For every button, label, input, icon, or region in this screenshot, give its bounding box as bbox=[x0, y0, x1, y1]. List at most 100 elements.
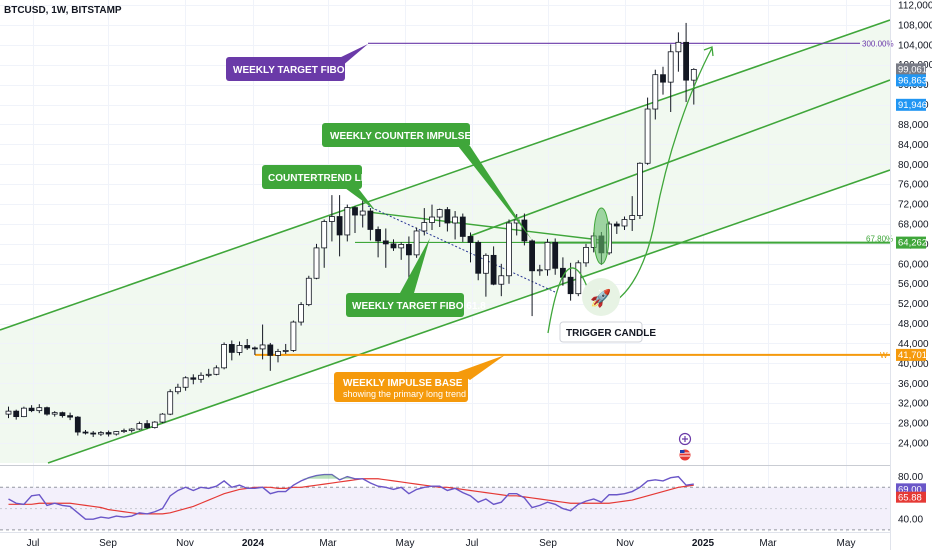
candle bbox=[536, 269, 543, 272]
price-tick-label: 40,000 bbox=[898, 359, 929, 370]
fibo618-label: WEEKLY TARGET FIBO 61.8 bbox=[352, 301, 486, 312]
candle bbox=[660, 74, 666, 83]
plus-circle-icon[interactable] bbox=[678, 432, 692, 446]
fibo300-callout[interactable]: WEEKLY TARGET FIBO 300 bbox=[226, 44, 368, 81]
candle bbox=[251, 347, 258, 350]
candle bbox=[267, 344, 274, 356]
price-tag bbox=[896, 98, 926, 111]
trigger-callout[interactable]: TRIGGER CANDLE bbox=[559, 321, 656, 343]
countertrend-label: COUNTERTREND LINE bbox=[268, 173, 378, 184]
candle bbox=[51, 412, 58, 415]
candle bbox=[382, 240, 389, 245]
candle bbox=[567, 276, 574, 295]
candle bbox=[544, 242, 551, 271]
candle bbox=[375, 229, 382, 242]
candle bbox=[667, 51, 674, 83]
price-tag bbox=[896, 74, 926, 87]
candle bbox=[398, 244, 405, 249]
countertrend-line[interactable] bbox=[367, 211, 601, 241]
candle bbox=[683, 41, 689, 81]
candle bbox=[583, 246, 589, 264]
candle bbox=[221, 344, 228, 369]
candle bbox=[629, 215, 636, 220]
rsi-pane[interactable] bbox=[0, 473, 890, 531]
price-tag-label: 96,863 bbox=[898, 75, 927, 86]
price-tick-label: 56,000 bbox=[898, 279, 929, 290]
time-tick-label: Jul bbox=[27, 538, 40, 549]
price-tag-label: 91,946 bbox=[898, 100, 927, 111]
candle bbox=[113, 431, 120, 435]
fibo618-callout[interactable]: WEEKLY TARGET FIBO 61.8 bbox=[346, 238, 486, 317]
impulse-base-callout[interactable]: WEEKLY IMPULSE BASE showing the primary … bbox=[334, 355, 505, 402]
candle bbox=[298, 304, 305, 323]
candle bbox=[151, 421, 158, 428]
time-tick-label: Mar bbox=[759, 538, 777, 549]
time-tick-label: Nov bbox=[176, 538, 194, 549]
channel-middle-line[interactable] bbox=[469, 79, 891, 237]
trigger-candle-highlight[interactable] bbox=[593, 207, 610, 265]
price-tick-label: 48,000 bbox=[898, 319, 929, 330]
price-tick-label: 112,000 bbox=[898, 1, 932, 12]
candle bbox=[20, 407, 27, 418]
candle bbox=[552, 242, 559, 269]
price-tick-label: 76,000 bbox=[898, 180, 929, 191]
price-tick-label: 28,000 bbox=[898, 419, 929, 430]
candle bbox=[74, 416, 81, 433]
candle bbox=[444, 209, 451, 224]
channel-upper-line[interactable] bbox=[0, 19, 891, 331]
fibo300-percent: 300.00% bbox=[862, 39, 894, 48]
candle bbox=[652, 74, 659, 110]
candle bbox=[482, 254, 489, 274]
candle bbox=[313, 247, 320, 279]
rsi-tag-label: 65.88 bbox=[898, 493, 922, 504]
rsi-tag-label: 69.00 bbox=[898, 484, 922, 495]
counter-base-label: WEEKLY COUNTER IMPULSE BASE bbox=[330, 131, 502, 142]
time-tick-label: May bbox=[396, 538, 415, 549]
candle bbox=[98, 432, 104, 435]
rsi-tag bbox=[896, 491, 926, 503]
candle bbox=[213, 367, 220, 375]
candle bbox=[467, 236, 474, 243]
countertrend-callout[interactable]: COUNTERTREND LINE bbox=[262, 165, 378, 210]
candle bbox=[436, 209, 443, 218]
price-tag-label: 41,701 bbox=[898, 350, 927, 361]
counter-base-callout[interactable]: WEEKLY COUNTER IMPULSE BASE bbox=[322, 123, 532, 240]
price-tick-label: 52,000 bbox=[898, 299, 929, 310]
candle bbox=[475, 242, 482, 274]
candle bbox=[244, 345, 251, 349]
us-flag-icon[interactable] bbox=[679, 449, 691, 461]
candle bbox=[5, 410, 12, 415]
fibo300-label: WEEKLY TARGET FIBO 300 bbox=[233, 65, 364, 76]
candle bbox=[228, 344, 235, 353]
price-tick-label: 72,000 bbox=[898, 200, 929, 211]
candle bbox=[182, 377, 189, 388]
impulse-base-sublabel: showing the primary long trend bbox=[343, 389, 466, 399]
price-tag-label: 64,262 bbox=[898, 238, 927, 249]
time-tick-label: Sep bbox=[99, 538, 117, 549]
candle bbox=[644, 108, 651, 164]
candle bbox=[336, 216, 343, 236]
projection-arrow[interactable] bbox=[547, 47, 713, 334]
time-tick-label: 2024 bbox=[242, 538, 265, 549]
candle bbox=[44, 407, 50, 415]
candle bbox=[136, 423, 143, 430]
price-tick-label: 80,000 bbox=[898, 160, 929, 171]
price-tick-label: 60,000 bbox=[898, 259, 929, 270]
candle bbox=[328, 216, 335, 222]
candle bbox=[506, 222, 512, 277]
candle bbox=[498, 275, 505, 285]
candle bbox=[205, 373, 212, 376]
time-tick-label: Sep bbox=[539, 538, 557, 549]
rocket-badge[interactable] bbox=[582, 278, 620, 316]
candle bbox=[128, 428, 135, 431]
channel-lower-line[interactable] bbox=[47, 169, 891, 464]
price-tag bbox=[896, 236, 926, 249]
candle bbox=[421, 222, 428, 232]
trigger-label: TRIGGER CANDLE bbox=[566, 328, 656, 339]
time-tick-label: 2025 bbox=[692, 538, 715, 549]
time-tick-label: Jul bbox=[466, 538, 479, 549]
time-axis[interactable]: Jul Sep Nov 2024 Mar May Jul Sep Nov 2025 Mar May bbox=[27, 538, 856, 549]
candle bbox=[429, 216, 435, 223]
candle bbox=[36, 407, 43, 412]
